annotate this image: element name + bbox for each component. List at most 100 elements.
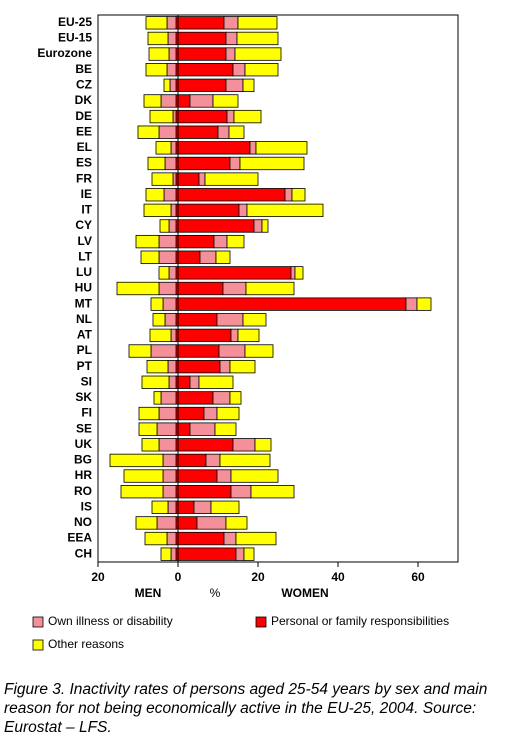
- bar-segment: [135, 516, 158, 530]
- bar-segment: [128, 344, 152, 358]
- bar-segment: [145, 16, 168, 30]
- bar-segment: [254, 438, 272, 452]
- category-label: IE: [81, 187, 92, 201]
- bar-segment: [147, 31, 169, 46]
- bar-segment: [193, 500, 212, 514]
- bar-segment: [405, 297, 418, 311]
- bar-segment: [250, 485, 295, 499]
- bar-segment: [116, 281, 160, 296]
- legend-swatch: [32, 639, 44, 651]
- category-label: EU-15: [58, 31, 92, 45]
- bar-segment: [242, 313, 267, 327]
- bar-segment: [228, 125, 245, 139]
- bar-segment: [163, 78, 171, 92]
- category-label: CY: [75, 218, 92, 232]
- bar-segment: [177, 422, 191, 436]
- category-label: PL: [77, 343, 92, 357]
- bar-segment: [158, 250, 177, 264]
- bar-segment: [162, 485, 177, 499]
- bar-segment: [204, 172, 259, 186]
- bar-segment: [232, 438, 256, 452]
- bar-segment: [244, 63, 279, 77]
- category-label: LV: [78, 234, 92, 248]
- bar-segment: [177, 94, 191, 108]
- bar-segment: [212, 391, 231, 405]
- bar-segment: [253, 219, 263, 233]
- bar-segment: [160, 547, 172, 561]
- bar-segment: [229, 359, 256, 374]
- bar-segment: [255, 141, 308, 155]
- bar-segment: [177, 313, 218, 327]
- bar-segment: [177, 328, 232, 343]
- bar-segment: [177, 531, 225, 546]
- category-label: FI: [81, 406, 92, 420]
- bar-segment: [177, 109, 228, 124]
- bar-segment: [235, 531, 277, 546]
- bar-segment: [244, 344, 274, 358]
- bar-segment: [198, 172, 206, 186]
- category-label: SK: [75, 390, 92, 404]
- bar-segment: [234, 47, 282, 61]
- caption: Figure 3. Inactivity rates of persons ag…: [4, 681, 488, 736]
- bar-segment: [177, 438, 234, 452]
- bar-segment: [156, 422, 177, 436]
- category-label: RO: [74, 484, 92, 498]
- category-label: LU: [76, 265, 92, 279]
- bar-segment: [177, 219, 255, 233]
- bar-segment: [198, 375, 234, 389]
- bar-segment: [177, 500, 195, 514]
- bar-segment: [284, 188, 293, 202]
- bar-segment: [261, 219, 269, 233]
- bar-segment: [177, 359, 221, 374]
- bar-segment: [167, 31, 177, 46]
- bar-segment: [177, 172, 200, 186]
- category-label: SI: [81, 374, 92, 388]
- bar-segment: [153, 391, 162, 405]
- bar-segment: [169, 78, 177, 92]
- bar-segment: [162, 469, 177, 483]
- category-label: CH: [75, 546, 92, 560]
- bar-segment: [177, 141, 251, 155]
- bar-segment: [226, 109, 235, 124]
- category-label: MT: [75, 296, 93, 310]
- x-tick-label: 20: [91, 570, 105, 584]
- bar-segment: [164, 313, 177, 327]
- bar-segment: [237, 328, 260, 343]
- bar-segment: [151, 172, 174, 186]
- category-label: EE: [76, 124, 92, 138]
- bar-segment: [177, 453, 207, 468]
- bar-segment: [189, 94, 214, 108]
- bar-segment: [236, 31, 279, 46]
- bar-segment: [226, 234, 245, 249]
- bar-segment: [177, 31, 227, 46]
- bar-segment: [219, 359, 231, 374]
- bar-segment: [170, 547, 177, 561]
- bar-segment: [177, 63, 234, 77]
- bar-segment: [225, 31, 238, 46]
- bar-segment: [149, 109, 174, 124]
- bar-segment: [177, 406, 205, 421]
- bar-segment: [177, 234, 215, 249]
- bar-segment: [210, 500, 240, 514]
- bar-segment: [150, 344, 177, 358]
- category-label: IT: [81, 203, 92, 217]
- category-label: AT: [77, 328, 93, 342]
- bar-segment: [177, 125, 219, 139]
- bar-segment: [168, 47, 177, 61]
- bar-segment: [138, 406, 160, 421]
- bar-segment: [225, 47, 236, 61]
- bar-segment: [141, 375, 170, 389]
- bar-segment: [177, 16, 225, 30]
- legend-label: Other reasons: [48, 637, 124, 651]
- bar-segment: [243, 547, 255, 561]
- legend-swatch: [32, 616, 44, 628]
- unit-label: %: [210, 586, 221, 600]
- bar-segment: [217, 125, 230, 139]
- legend-swatch: [255, 616, 267, 628]
- bar-segment: [145, 188, 165, 202]
- bar-segment: [151, 500, 169, 514]
- bar-segment: [120, 485, 164, 499]
- bar-segment: [189, 422, 216, 436]
